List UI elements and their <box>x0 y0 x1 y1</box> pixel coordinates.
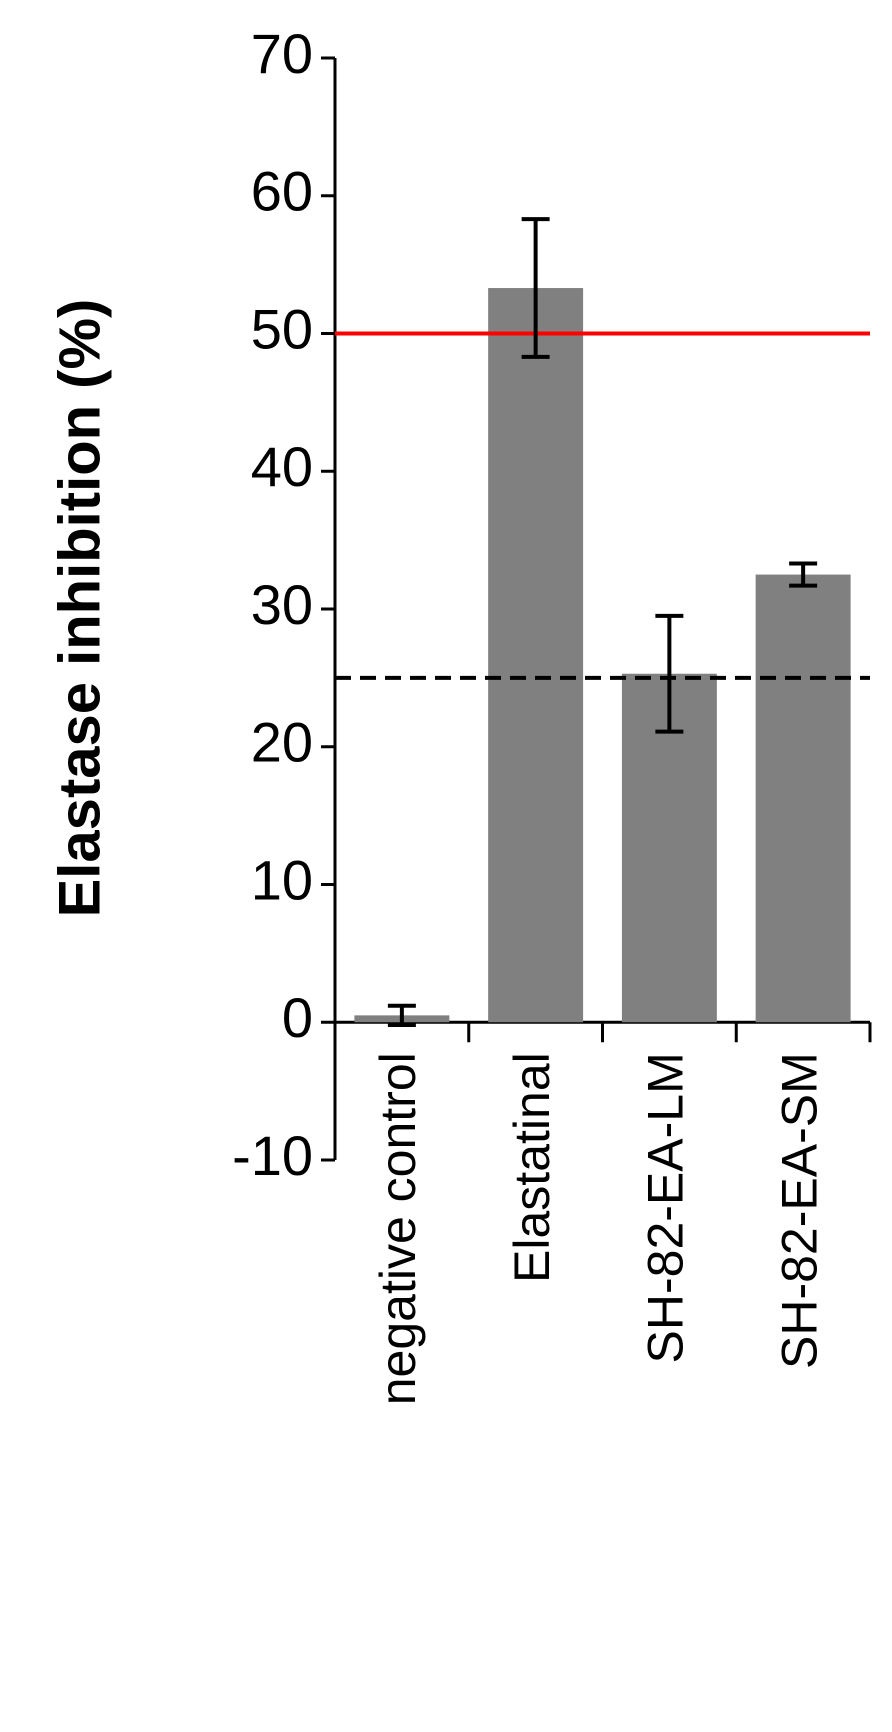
y-tick-label: 70 <box>251 22 313 85</box>
y-tick-label: 10 <box>251 848 313 911</box>
x-tick-label: negative control <box>370 1052 426 1405</box>
bar <box>488 288 584 1023</box>
y-tick-label: 20 <box>251 711 313 774</box>
y-tick-label: 60 <box>251 160 313 223</box>
y-tick-label: 30 <box>251 573 313 636</box>
y-tick-label: -10 <box>232 1124 313 1187</box>
bar <box>755 574 851 1023</box>
x-tick-label: Elastatinal <box>504 1052 560 1283</box>
y-tick-label: 0 <box>282 986 313 1049</box>
x-tick-label: SH-82-EA-LM <box>638 1052 694 1363</box>
y-tick-label: 40 <box>251 435 313 498</box>
y-axis-title: Elastase inhibition (%) <box>47 299 112 918</box>
x-tick-label: SH-82-EA-SM <box>771 1052 827 1369</box>
y-tick-label: 50 <box>251 297 313 360</box>
